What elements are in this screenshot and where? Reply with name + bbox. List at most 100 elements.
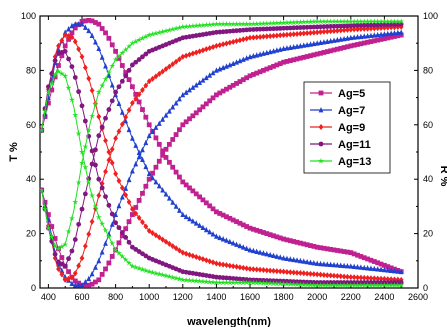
data-point <box>109 82 115 88</box>
data-point <box>220 41 226 48</box>
data-point <box>93 39 98 45</box>
data-point <box>270 280 277 287</box>
data-point <box>136 265 143 271</box>
data-point <box>130 212 135 217</box>
data-point <box>310 281 317 288</box>
data-point <box>146 227 152 234</box>
data-point <box>385 264 391 270</box>
data-point <box>133 210 139 217</box>
data-point <box>223 20 230 27</box>
right-y-tick-label: 100 <box>423 11 438 21</box>
data-point <box>395 33 401 39</box>
data-point <box>187 86 192 93</box>
data-point <box>177 56 182 63</box>
data-point <box>193 22 200 29</box>
data-point <box>190 252 196 259</box>
data-point <box>304 18 311 25</box>
data-point <box>358 274 364 281</box>
data-point <box>193 82 199 88</box>
data-point <box>69 64 75 69</box>
data-point <box>261 33 266 40</box>
data-point <box>291 239 297 244</box>
data-point <box>214 209 219 215</box>
data-point <box>281 268 286 275</box>
legend-label: Ag=13 <box>338 156 371 168</box>
data-point <box>126 219 132 225</box>
data-point <box>284 45 290 51</box>
data-point <box>207 203 213 209</box>
data-point <box>72 270 78 277</box>
data-point <box>331 247 337 253</box>
data-point <box>190 113 196 119</box>
data-point <box>58 70 65 77</box>
data-point <box>196 278 203 284</box>
data-point <box>86 275 92 282</box>
data-point <box>371 265 377 272</box>
data-point <box>358 26 364 33</box>
data-point <box>355 26 360 33</box>
data-point <box>341 273 347 280</box>
data-point <box>160 148 166 154</box>
data-point <box>301 258 307 264</box>
data-point <box>190 84 196 90</box>
data-point <box>328 38 334 44</box>
data-point <box>375 25 381 32</box>
data-point <box>311 271 317 278</box>
data-point <box>220 212 226 218</box>
data-point <box>246 279 254 286</box>
data-point <box>86 75 92 82</box>
data-point <box>274 268 280 275</box>
data-point <box>113 220 118 226</box>
data-point <box>156 29 163 36</box>
data-point <box>294 281 301 288</box>
data-point <box>311 29 317 36</box>
data-point <box>341 262 347 269</box>
data-point <box>334 46 340 52</box>
data-point <box>365 32 370 39</box>
data-point <box>391 18 398 25</box>
data-point <box>314 29 320 36</box>
data-point <box>318 271 323 278</box>
data-point <box>321 50 327 55</box>
left-y-tick-label: 100 <box>21 11 36 21</box>
legend-marker <box>318 107 324 113</box>
data-point <box>220 88 226 94</box>
data-point <box>186 277 193 283</box>
legend: Ag=5 Ag=7 Ag=9 Ag=11 Ag=13 <box>303 81 391 174</box>
data-point <box>398 32 404 38</box>
data-point <box>166 273 173 280</box>
data-point <box>271 26 276 32</box>
data-point <box>270 20 277 26</box>
data-point <box>112 246 119 253</box>
right-y-tick-label: 20 <box>423 229 433 239</box>
data-point <box>150 174 155 181</box>
data-point <box>388 276 394 283</box>
data-point <box>294 269 300 276</box>
data-point <box>345 44 350 50</box>
data-point <box>183 250 189 257</box>
data-point <box>233 279 240 286</box>
data-point <box>214 42 219 49</box>
data-point <box>261 68 266 73</box>
data-point <box>327 282 334 288</box>
data-point <box>69 22 75 29</box>
data-point <box>156 120 162 126</box>
data-point <box>99 82 106 89</box>
data-point <box>220 279 227 286</box>
data-point <box>321 245 327 251</box>
data-point <box>321 261 327 267</box>
data-point <box>93 279 98 285</box>
data-point <box>99 220 106 227</box>
data-point <box>307 281 314 288</box>
right-y-tick-label: 80 <box>423 65 433 75</box>
data-point <box>298 257 303 264</box>
data-point <box>274 62 280 68</box>
data-point <box>244 75 250 81</box>
data-point <box>176 275 183 282</box>
data-point <box>375 22 381 28</box>
data-point <box>52 242 59 249</box>
data-point <box>82 282 88 288</box>
data-point <box>331 261 337 268</box>
data-point <box>72 278 78 284</box>
data-point <box>240 244 246 250</box>
